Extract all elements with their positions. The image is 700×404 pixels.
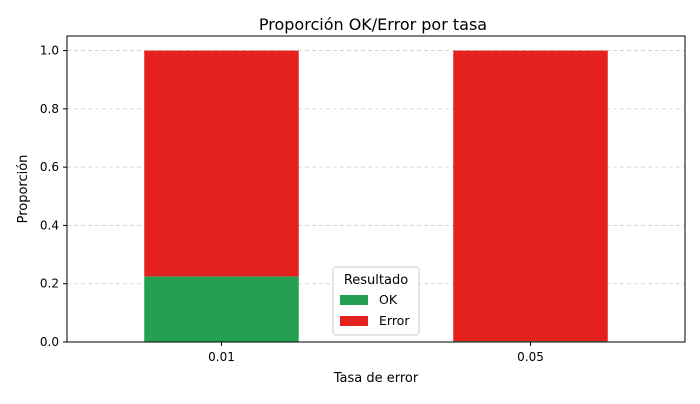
- plot-frame: [66, 35, 686, 343]
- y-tick-label: 0.6: [40, 160, 59, 174]
- y-tick-label: 1.0: [40, 44, 59, 58]
- x-axis-label: Tasa de error: [333, 371, 419, 386]
- x-tick-label: 0.01: [208, 350, 235, 364]
- x-tick-label: 0.05: [517, 350, 544, 364]
- y-tick-label: 0.4: [40, 218, 59, 232]
- y-axis: 0.0 0.2 0.4 0.6 0.8 1.0: [40, 44, 67, 349]
- x-axis: 0.01 0.05: [208, 342, 544, 364]
- legend-swatch-ok: [340, 295, 368, 305]
- legend: Resultado OK Error: [332, 266, 420, 336]
- y-tick-label: 0.8: [40, 102, 59, 116]
- legend-swatch-error: [340, 316, 368, 326]
- bars-layer: [144, 50, 608, 342]
- legend-label-ok: OK: [379, 292, 398, 307]
- y-axis-label: Proporción: [16, 155, 31, 224]
- legend-items: OK Error: [340, 292, 410, 328]
- bar-error-0-01: [144, 50, 299, 277]
- y-tick-label: 0.2: [40, 277, 59, 291]
- legend-label-error: Error: [379, 313, 410, 328]
- legend-title: Resultado: [344, 273, 408, 288]
- bar-error-0-05: [453, 50, 608, 342]
- y-tick-label: 0.0: [40, 335, 59, 349]
- bar-ok-0-01: [144, 276, 299, 342]
- chart-title: Proporción OK/Error por tasa: [259, 15, 487, 34]
